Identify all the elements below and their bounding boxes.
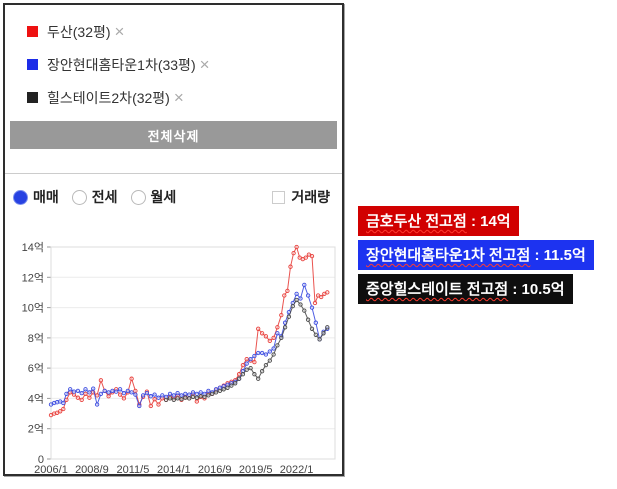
- series-color-swatch-blue: [27, 59, 38, 70]
- radio-option-monthly-rent[interactable]: 월세: [130, 187, 176, 207]
- svg-text:2022/1: 2022/1: [280, 464, 314, 476]
- legend-item-dusan: 두산(32평) ×: [27, 15, 326, 48]
- volume-checkbox[interactable]: [272, 190, 286, 204]
- svg-text:2008/9: 2008/9: [75, 464, 109, 476]
- price-history-chart: 0 2억 4억 6억 8억 10억 12억 14억 2006/1 2008/9 2011/5 2014…: [22, 241, 336, 476]
- svg-text:2006/1: 2006/1: [34, 464, 68, 476]
- comparison-panel: 두산(32평) × 장안현대홈타운1차(33평) × 힐스테이트2차(32평) …: [3, 3, 344, 476]
- series-color-swatch-red: [27, 26, 38, 37]
- radio-icon-sale[interactable]: [13, 189, 28, 205]
- section-divider: [5, 173, 342, 174]
- svg-text:10억: 10억: [22, 302, 44, 315]
- svg-text:2억: 2억: [28, 423, 44, 436]
- legend-apartment-label: 힐스테이트2차(32평): [47, 89, 170, 106]
- annotation-gumho-dusan-peak: 금호두산 전고점 : 14억: [358, 206, 519, 236]
- legend-apartment-label: 장안현대홈타운1차(33평): [47, 56, 196, 73]
- legend-item-jangan-hyundai: 장안현대홈타운1차(33평) ×: [27, 48, 326, 81]
- trade-type-controls: 매매 전세 월세 거래량: [5, 174, 342, 207]
- svg-text:14억: 14억: [22, 241, 44, 254]
- svg-text:2016/9: 2016/9: [198, 464, 232, 476]
- svg-text:2014/1: 2014/1: [157, 464, 191, 476]
- svg-text:8억: 8억: [28, 332, 44, 345]
- legend-item-hillstate: 힐스테이트2차(32평) ×: [27, 81, 326, 114]
- svg-text:4억: 4억: [28, 392, 44, 405]
- radio-option-sale[interactable]: 매매: [13, 187, 59, 207]
- price-chart-area: 0 2억 4억 6억 8억 10억 12억 14억 2006/1 2008/9 2011/5 2014…: [5, 217, 342, 479]
- volume-checkbox-label: 거래량: [291, 189, 330, 205]
- svg-text:2019/5: 2019/5: [239, 464, 273, 476]
- remove-series-icon[interactable]: ×: [173, 88, 184, 107]
- svg-text:12억: 12억: [22, 271, 44, 284]
- volume-checkbox-group[interactable]: 거래량: [272, 187, 330, 207]
- delete-all-button[interactable]: 전체삭제: [10, 121, 337, 149]
- radio-icon-monthly-rent[interactable]: [130, 189, 146, 205]
- annotation-jungang-hillstate-peak: 중앙힐스테이트 전고점 : 10.5억: [358, 274, 573, 304]
- radio-icon-jeonse[interactable]: [71, 189, 87, 205]
- radio-option-jeonse[interactable]: 전세: [71, 187, 118, 207]
- remove-series-icon[interactable]: ×: [199, 55, 210, 74]
- svg-text:0: 0: [38, 454, 44, 466]
- legend: 두산(32평) × 장안현대홈타운1차(33평) × 힐스테이트2차(32평) …: [5, 5, 342, 114]
- remove-series-icon[interactable]: ×: [114, 22, 125, 41]
- svg-text:6억: 6억: [28, 362, 44, 375]
- series-color-swatch-black: [27, 92, 38, 103]
- legend-apartment-label: 두산(32평): [47, 23, 111, 40]
- svg-text:2011/5: 2011/5: [116, 464, 149, 476]
- annotation-jangan-hyundai-peak: 장안현대홈타운1차 전고점 : 11.5억: [358, 240, 594, 270]
